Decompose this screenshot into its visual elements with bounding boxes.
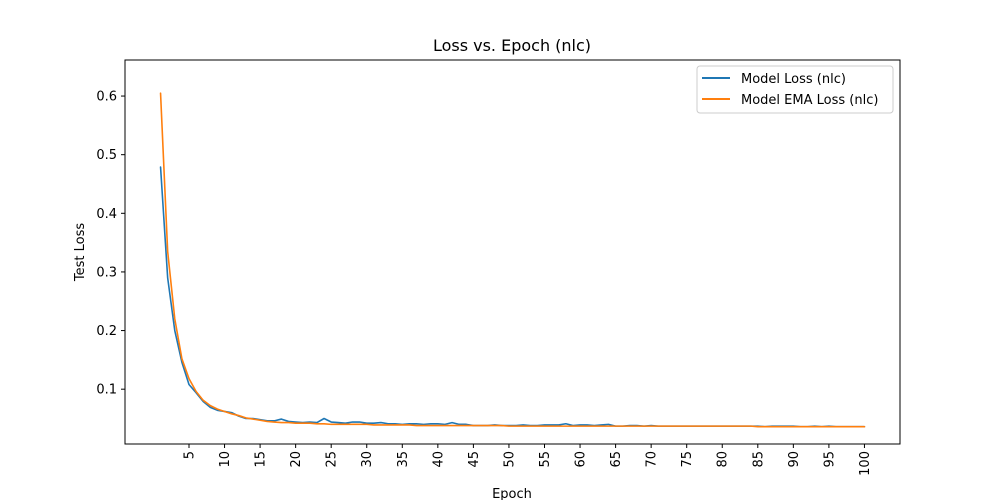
x-tick-label: 5: [182, 451, 197, 459]
y-axis-label: Test Loss: [73, 223, 88, 282]
x-tick-label: 85: [751, 451, 766, 468]
x-tick-label: 100: [858, 451, 873, 476]
x-tick-label: 10: [218, 451, 233, 468]
x-tick-label: 45: [467, 451, 482, 468]
legend-label-model-loss: Model Loss (nlc): [741, 72, 846, 87]
x-tick-label: 65: [609, 451, 624, 468]
x-tick-label: 35: [396, 451, 411, 468]
y-tick-label: 0.2: [96, 324, 117, 339]
plot-frame: [124, 59, 901, 445]
series-layer: [159, 92, 866, 428]
x-tick-label: 60: [574, 451, 589, 468]
y-axis-ticks: 0.1 0.2 0.3 0.4 0.5 0.6: [96, 90, 125, 398]
y-tick-label: 0.1: [96, 383, 117, 398]
y-tick-label: 0.4: [96, 207, 117, 222]
x-tick-label: 25: [325, 451, 340, 468]
y-tick-label: 0.3: [96, 265, 117, 280]
x-tick-label: 95: [822, 451, 837, 468]
x-tick-label: 50: [502, 451, 517, 468]
x-tick-label: 75: [680, 451, 695, 468]
y-tick-label: 0.6: [96, 90, 117, 105]
x-tick-label: 80: [716, 451, 731, 468]
x-tick-label: 70: [645, 451, 660, 468]
series-line-1: [159, 92, 866, 428]
x-tick-label: 30: [360, 451, 375, 468]
y-tick-label: 0.5: [96, 148, 117, 163]
x-axis-ticks: 5 10 15 20 25 30 35 40 45 50 55 60 65 70 75 80 85 90 95 100: [182, 444, 873, 476]
x-tick-label: 90: [787, 451, 802, 468]
plot-area: [124, 59, 901, 445]
legend-box: [696, 65, 894, 114]
legend: Model Loss (nlc) Model EMA Loss (nlc): [696, 65, 894, 114]
chart-title: Loss vs. Epoch (nlc): [433, 36, 591, 55]
x-tick-label: 40: [431, 451, 446, 468]
x-tick-label: 15: [254, 451, 269, 468]
x-tick-label: 20: [289, 451, 304, 468]
x-tick-label: 55: [538, 451, 553, 468]
x-axis-label: Epoch: [492, 487, 532, 500]
legend-label-model-ema-loss: Model EMA Loss (nlc): [741, 93, 878, 108]
